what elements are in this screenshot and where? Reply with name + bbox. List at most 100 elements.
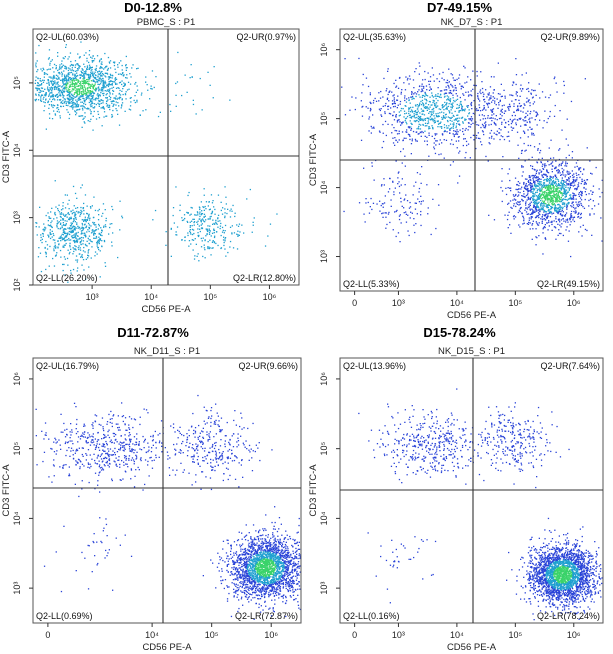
data-point [560, 163, 562, 165]
data-point [62, 231, 64, 233]
data-point [437, 105, 439, 107]
data-point [59, 249, 62, 252]
data-point [452, 97, 454, 99]
data-point [545, 186, 547, 188]
data-point [428, 112, 430, 114]
data-point [117, 427, 119, 429]
data-point [231, 232, 233, 234]
data-point [527, 223, 530, 225]
data-point [529, 102, 531, 104]
data-point [108, 104, 110, 107]
data-point [448, 81, 450, 83]
data-point [434, 121, 436, 123]
data-point [219, 225, 222, 227]
data-point [44, 226, 46, 228]
data-point [443, 112, 445, 114]
data-point [546, 215, 548, 218]
data-point [517, 105, 519, 107]
data-point [512, 82, 515, 84]
data-point [78, 57, 81, 59]
data-point [460, 85, 463, 88]
data-point [501, 115, 503, 117]
data-point [77, 267, 79, 269]
data-point [43, 76, 45, 78]
data-point [121, 72, 124, 74]
data-point [231, 210, 233, 212]
data-point [79, 83, 81, 85]
data-point [515, 124, 517, 126]
data-point [117, 423, 119, 425]
data-point [173, 222, 175, 224]
data-point [541, 198, 543, 200]
data-point [78, 99, 81, 101]
data-point [103, 239, 106, 242]
data-point [121, 98, 123, 100]
data-point [58, 85, 60, 87]
data-point [566, 204, 568, 206]
data-point [437, 115, 439, 118]
data-point [520, 206, 522, 209]
data-point [76, 63, 79, 65]
data-point [555, 180, 557, 183]
data-point [93, 233, 95, 235]
data-point [67, 74, 69, 76]
data-point [82, 432, 84, 434]
data-point [101, 61, 103, 63]
data-point [556, 201, 558, 203]
data-point [209, 225, 211, 227]
data-point [67, 249, 69, 251]
data-point [87, 255, 90, 257]
data-point [555, 198, 558, 200]
data-point [443, 96, 446, 98]
data-point [518, 99, 520, 101]
data-point [71, 90, 73, 92]
data-point [435, 227, 437, 230]
data-point [547, 178, 550, 181]
data-point [445, 116, 447, 118]
data-point [541, 216, 543, 218]
data-point [193, 221, 196, 223]
data-point [574, 208, 576, 210]
data-point [56, 225, 58, 227]
data-point [532, 177, 534, 179]
data-point [82, 447, 84, 449]
data-point [546, 121, 548, 124]
data-point [112, 105, 114, 107]
data-point [578, 193, 580, 195]
data-point [453, 135, 455, 138]
data-point [421, 83, 423, 85]
data-point [56, 93, 59, 95]
data-point [405, 211, 407, 213]
data-point [103, 92, 105, 95]
data-point [426, 144, 428, 146]
data-point [85, 278, 87, 280]
data-point [428, 80, 430, 82]
data-point [520, 110, 522, 112]
data-point [518, 194, 520, 196]
data-point [85, 244, 87, 247]
data-point [457, 114, 459, 116]
data-point [374, 97, 376, 100]
data-point [443, 157, 445, 159]
data-point [432, 101, 434, 104]
data-point [81, 224, 84, 226]
data-point [455, 119, 457, 121]
data-point [522, 88, 524, 90]
data-point [191, 225, 193, 227]
data-point [375, 100, 378, 102]
data-point [525, 101, 528, 103]
data-point [420, 115, 422, 118]
data-point [382, 212, 384, 214]
data-point [525, 112, 527, 114]
data-point [221, 226, 224, 229]
data-point [73, 229, 75, 231]
data-point [554, 182, 557, 184]
data-point [526, 97, 528, 99]
data-point [470, 103, 472, 105]
data-point [555, 221, 558, 223]
data-point [88, 249, 90, 251]
data-point [483, 108, 485, 110]
data-point [556, 199, 558, 201]
data-point [393, 191, 395, 193]
data-point [548, 164, 550, 166]
